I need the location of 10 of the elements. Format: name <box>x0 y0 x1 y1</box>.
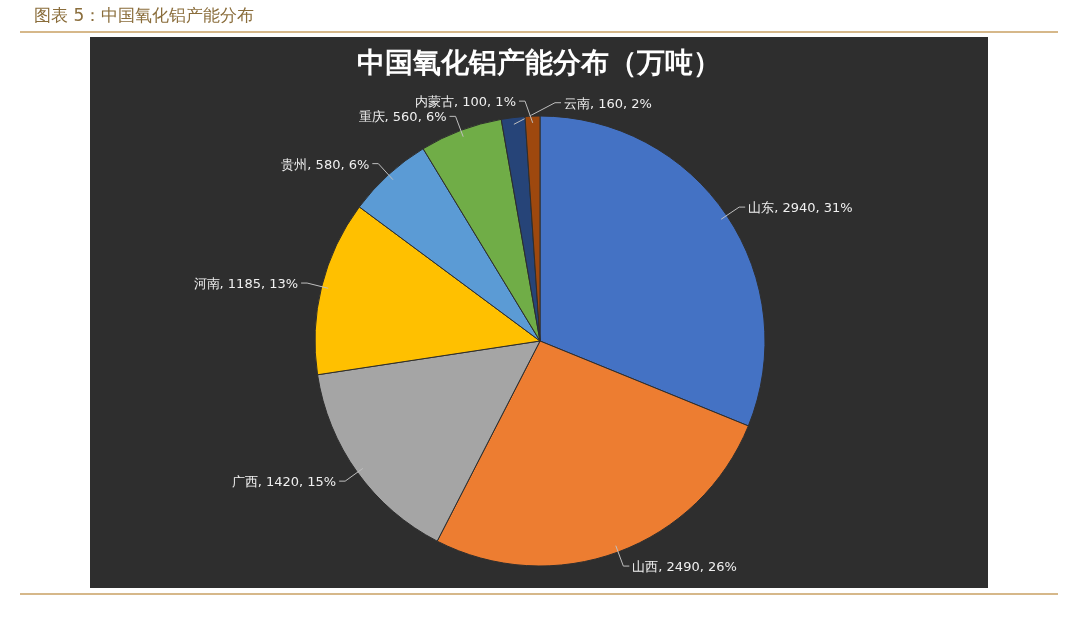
slice-label: 重庆, 560, 6% <box>358 109 447 125</box>
slice-label: 山东, 2940, 31% <box>748 200 853 216</box>
chart-title: 中国氧化铝产能分布（万吨） <box>357 46 721 79</box>
slice-label: 云南, 160, 2% <box>564 95 652 111</box>
text: 图表 5：中国氧化铝产能分布 <box>34 5 255 25</box>
slice-label: 山西, 2490, 26% <box>632 559 737 575</box>
slice-label: 河南, 1185, 13% <box>193 276 299 292</box>
slice-label: 广西, 1420, 15% <box>231 474 337 490</box>
slice-label: 内蒙古, 100, 1% <box>415 94 516 110</box>
slice-label: 贵州, 580, 6% <box>281 156 370 172</box>
